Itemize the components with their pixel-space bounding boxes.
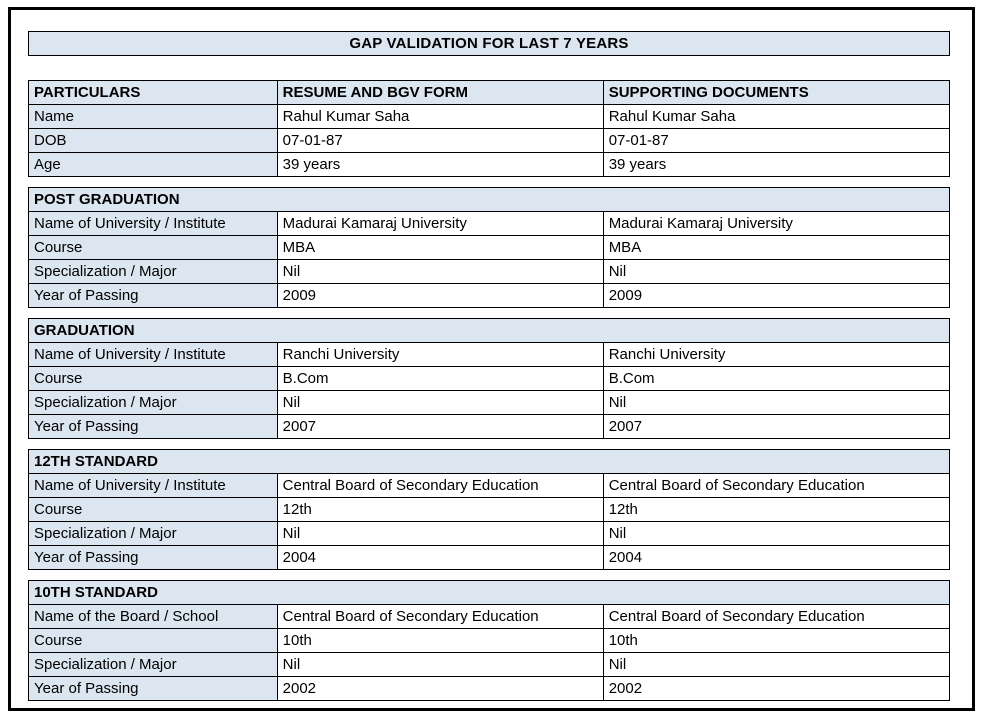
resume-value: Nil xyxy=(276,521,604,546)
section-header-row: 10TH STANDARD xyxy=(28,580,950,605)
resume-value: 2002 xyxy=(276,676,604,701)
row-label: Name of the Board / School xyxy=(28,604,278,629)
row-label: Course xyxy=(28,628,278,653)
resume-value: Ranchi University xyxy=(276,342,604,367)
table-12th-standard: 12TH STANDARD Name of University / Insti… xyxy=(28,449,951,570)
supporting-value: Rahul Kumar Saha xyxy=(602,104,951,129)
section-title-10th-standard: 10TH STANDARD xyxy=(28,580,950,605)
row-label: Year of Passing xyxy=(28,414,278,439)
supporting-value: B.Com xyxy=(602,366,951,391)
table-row-specialization: Specialization / Major Nil Nil xyxy=(28,521,951,546)
table-row-year-of-passing: Year of Passing 2007 2007 xyxy=(28,414,951,439)
resume-value: 2007 xyxy=(276,414,604,439)
supporting-value: 12th xyxy=(602,497,951,522)
resume-value: 12th xyxy=(276,497,604,522)
resume-value: 39 years xyxy=(276,152,604,177)
supporting-value: 2007 xyxy=(602,414,951,439)
section-header-row: POST GRADUATION xyxy=(28,187,950,212)
supporting-value: 10th xyxy=(602,628,951,653)
section-title-post-graduation: POST GRADUATION xyxy=(28,187,950,212)
table-row-university: Name of University / Institute Ranchi Un… xyxy=(28,342,951,367)
supporting-value: 2004 xyxy=(602,545,951,570)
resume-value: Central Board of Secondary Education xyxy=(276,604,604,629)
row-label: Year of Passing xyxy=(28,545,278,570)
resume-value: MBA xyxy=(276,235,604,260)
table-10th-standard: 10TH STANDARD Name of the Board / School… xyxy=(28,580,951,701)
section-title-graduation: GRADUATION xyxy=(28,318,950,343)
table-row-university: Name of University / Institute Central B… xyxy=(28,473,951,498)
resume-value: Central Board of Secondary Education xyxy=(276,473,604,498)
supporting-value: 39 years xyxy=(602,152,951,177)
resume-value: 2009 xyxy=(276,283,604,308)
document-content: GAP VALIDATION FOR LAST 7 YEARS PARTICUL… xyxy=(11,10,972,701)
table-particulars: PARTICULARS RESUME AND BGV FORM SUPPORTI… xyxy=(28,80,951,177)
resume-value: 07-01-87 xyxy=(276,128,604,153)
row-label: Name of University / Institute xyxy=(28,211,278,236)
resume-value: Nil xyxy=(276,259,604,284)
supporting-value: Nil xyxy=(602,390,951,415)
resume-value: 2004 xyxy=(276,545,604,570)
column-header-particulars: PARTICULARS xyxy=(28,80,278,105)
row-label: Specialization / Major xyxy=(28,521,278,546)
resume-value: Madurai Kamaraj University xyxy=(276,211,604,236)
table-row-age: Age 39 years 39 years xyxy=(28,152,951,177)
row-label: Course xyxy=(28,235,278,260)
supporting-value: Central Board of Secondary Education xyxy=(602,473,951,498)
resume-value: B.Com xyxy=(276,366,604,391)
table-row-course: Course B.Com B.Com xyxy=(28,366,951,391)
supporting-value: Nil xyxy=(602,259,951,284)
row-label: DOB xyxy=(28,128,278,153)
row-label: Course xyxy=(28,497,278,522)
resume-value: Nil xyxy=(276,390,604,415)
section-header-row: 12TH STANDARD xyxy=(28,449,950,474)
table-row-course: Course 10th 10th xyxy=(28,628,951,653)
resume-value: Rahul Kumar Saha xyxy=(276,104,604,129)
supporting-value: 2009 xyxy=(602,283,951,308)
column-header-resume-bgv: RESUME AND BGV FORM xyxy=(276,80,604,105)
supporting-value: Nil xyxy=(602,521,951,546)
table-row-specialization: Specialization / Major Nil Nil xyxy=(28,390,951,415)
table-row-year-of-passing: Year of Passing 2004 2004 xyxy=(28,545,951,570)
table-post-graduation: POST GRADUATION Name of University / Ins… xyxy=(28,187,951,308)
row-label: Age xyxy=(28,152,278,177)
row-label: Course xyxy=(28,366,278,391)
section-title-12th-standard: 12TH STANDARD xyxy=(28,449,950,474)
row-label: Name of University / Institute xyxy=(28,342,278,367)
row-label: Year of Passing xyxy=(28,283,278,308)
row-label: Name of University / Institute xyxy=(28,473,278,498)
table-row-name: Name Rahul Kumar Saha Rahul Kumar Saha xyxy=(28,104,951,129)
supporting-value: Madurai Kamaraj University xyxy=(602,211,951,236)
column-header-supporting-docs: SUPPORTING DOCUMENTS xyxy=(602,80,951,105)
row-label: Year of Passing xyxy=(28,676,278,701)
table-row-specialization: Specialization / Major Nil Nil xyxy=(28,259,951,284)
table-row-dob: DOB 07-01-87 07-01-87 xyxy=(28,128,951,153)
table-row-year-of-passing: Year of Passing 2002 2002 xyxy=(28,676,951,701)
table-graduation: GRADUATION Name of University / Institut… xyxy=(28,318,951,439)
supporting-value: 2002 xyxy=(602,676,951,701)
resume-value: Nil xyxy=(276,652,604,677)
supporting-value: MBA xyxy=(602,235,951,260)
supporting-value: Ranchi University xyxy=(602,342,951,367)
table-row-year-of-passing: Year of Passing 2009 2009 xyxy=(28,283,951,308)
row-label: Specialization / Major xyxy=(28,259,278,284)
supporting-value: Central Board of Secondary Education xyxy=(602,604,951,629)
table-row-specialization: Specialization / Major Nil Nil xyxy=(28,652,951,677)
row-label: Specialization / Major xyxy=(28,652,278,677)
section-header-row: GRADUATION xyxy=(28,318,950,343)
table-row-course: Course 12th 12th xyxy=(28,497,951,522)
page-title: GAP VALIDATION FOR LAST 7 YEARS xyxy=(28,31,950,56)
row-label: Name xyxy=(28,104,278,129)
table-row-course: Course MBA MBA xyxy=(28,235,951,260)
resume-value: 10th xyxy=(276,628,604,653)
supporting-value: 07-01-87 xyxy=(602,128,951,153)
table-header-row: PARTICULARS RESUME AND BGV FORM SUPPORTI… xyxy=(28,80,951,105)
table-row-university: Name of University / Institute Madurai K… xyxy=(28,211,951,236)
supporting-value: Nil xyxy=(602,652,951,677)
row-label: Specialization / Major xyxy=(28,390,278,415)
table-row-board-school: Name of the Board / School Central Board… xyxy=(28,604,951,629)
document-page: GAP VALIDATION FOR LAST 7 YEARS PARTICUL… xyxy=(8,7,975,711)
